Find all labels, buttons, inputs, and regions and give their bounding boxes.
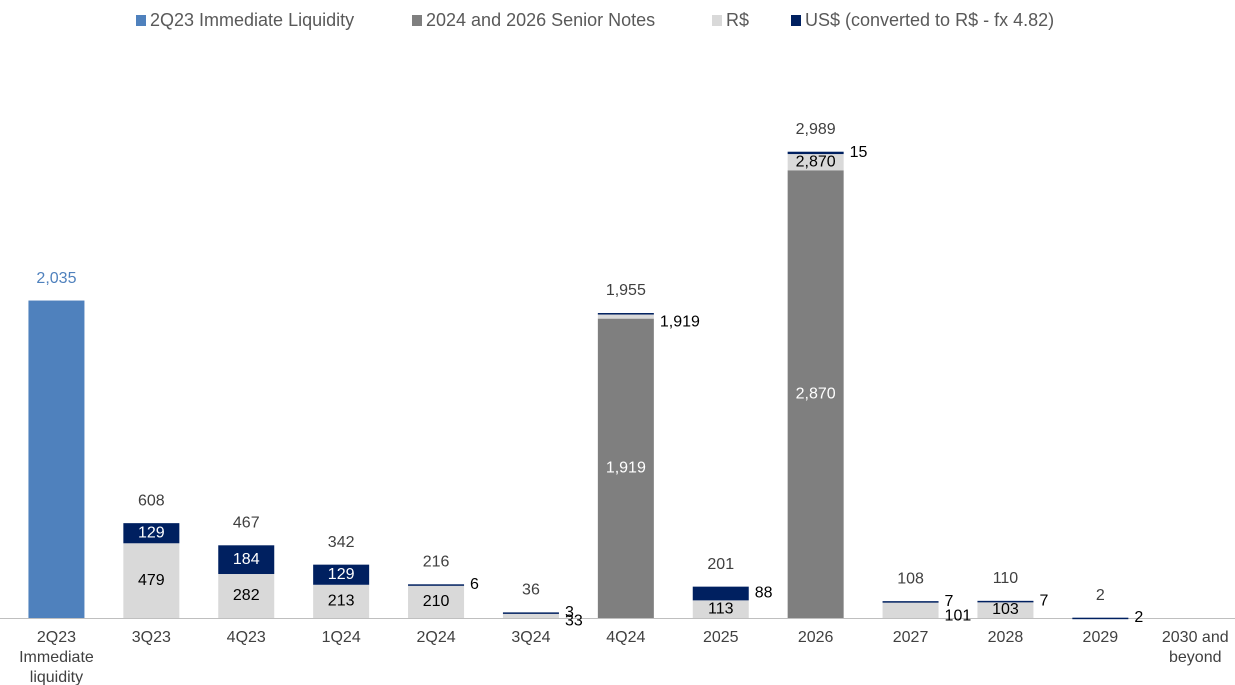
bar-segment (787, 170, 844, 618)
bar-segment (1072, 617, 1129, 620)
total-label: 108 (897, 570, 924, 587)
x-tick-label: 2025 (703, 629, 739, 646)
total-label: 110 (993, 570, 1019, 587)
bar-segment (218, 545, 275, 575)
data-label: 101 (945, 607, 972, 624)
legend-label: R$ (726, 10, 749, 30)
data-label: 113 (708, 600, 734, 617)
bar-segment (977, 600, 1034, 603)
data-label: 184 (233, 551, 260, 568)
data-label: 2,870 (796, 153, 836, 170)
bar-segment (787, 154, 844, 171)
legend-swatch (136, 15, 146, 26)
total-label: 608 (138, 492, 165, 509)
data-label: 1,919 (606, 460, 646, 477)
bar-segment (502, 612, 559, 614)
x-tick-label: 4Q24 (606, 629, 645, 646)
data-label: 2,870 (796, 385, 836, 402)
data-label: 7 (945, 593, 954, 610)
x-tick-label: 2030 and beyond (1162, 629, 1229, 666)
legend-swatch (712, 15, 722, 26)
x-tick-label: 2026 (798, 629, 834, 646)
data-label: 210 (423, 593, 450, 610)
data-label: 479 (138, 572, 165, 589)
bar-segment (28, 300, 85, 618)
bar-segment (218, 574, 275, 618)
total-label: 36 (522, 582, 540, 599)
bar-segment (597, 318, 654, 618)
legend-label: 2Q23 Immediate Liquidity (150, 10, 354, 30)
x-tick-label: 1Q24 (322, 629, 361, 646)
data-label: 282 (233, 587, 260, 604)
bar-segment (408, 585, 465, 618)
bar-segment (692, 600, 749, 618)
total-label: 2 (1096, 587, 1105, 604)
total-label: 2,989 (796, 121, 836, 138)
bar-segment (502, 612, 559, 618)
data-label: 2 (1134, 609, 1143, 626)
total-label: 216 (423, 554, 450, 571)
bar-segment (313, 584, 370, 618)
bar-segment (408, 584, 465, 586)
x-tick-label: 2029 (1083, 629, 1119, 646)
x-tick-label: 2Q24 (416, 629, 455, 646)
legend-label: 2024 and 2026 Senior Notes (426, 10, 655, 30)
bar-segment (882, 601, 939, 603)
total-label: 201 (707, 556, 734, 573)
bar-segment (597, 313, 654, 315)
bar-segment (977, 601, 1034, 618)
total-label: 342 (328, 534, 355, 551)
x-tick-label: 2028 (988, 629, 1024, 646)
bar-segment (787, 151, 844, 155)
data-label: 2,035 (36, 270, 76, 287)
bar-segment (597, 313, 654, 319)
x-tick-label: 4Q23 (227, 629, 266, 646)
x-tick-label: 3Q23 (132, 629, 171, 646)
bar-segment (123, 543, 180, 618)
data-label: 213 (328, 593, 355, 610)
x-tick-label: 3Q24 (511, 629, 550, 646)
legend-label: US$ (converted to R$ - fx 4.82) (805, 10, 1054, 30)
legend-swatch (791, 15, 801, 26)
data-label: 129 (328, 566, 355, 583)
bar-segment (882, 602, 939, 618)
data-label: 7 (1039, 593, 1048, 610)
data-label: 88 (755, 585, 773, 602)
legend-swatch (412, 15, 422, 26)
x-tick-label: 2Q23 Immediate liquidity (19, 629, 94, 685)
total-label: 467 (233, 514, 260, 531)
data-label: 129 (138, 524, 165, 541)
data-label: 103 (992, 601, 1019, 618)
bar-segment (123, 523, 180, 544)
data-label: 3 (565, 604, 574, 621)
data-label: 33 (565, 613, 583, 630)
data-label: 6 (470, 576, 479, 593)
data-label: 1,919 (660, 313, 700, 330)
data-label: 15 (850, 144, 868, 161)
total-label: 1,955 (606, 282, 646, 299)
bar-segment (313, 564, 370, 585)
x-tick-label: 2027 (893, 629, 929, 646)
bar-segment (692, 586, 749, 601)
